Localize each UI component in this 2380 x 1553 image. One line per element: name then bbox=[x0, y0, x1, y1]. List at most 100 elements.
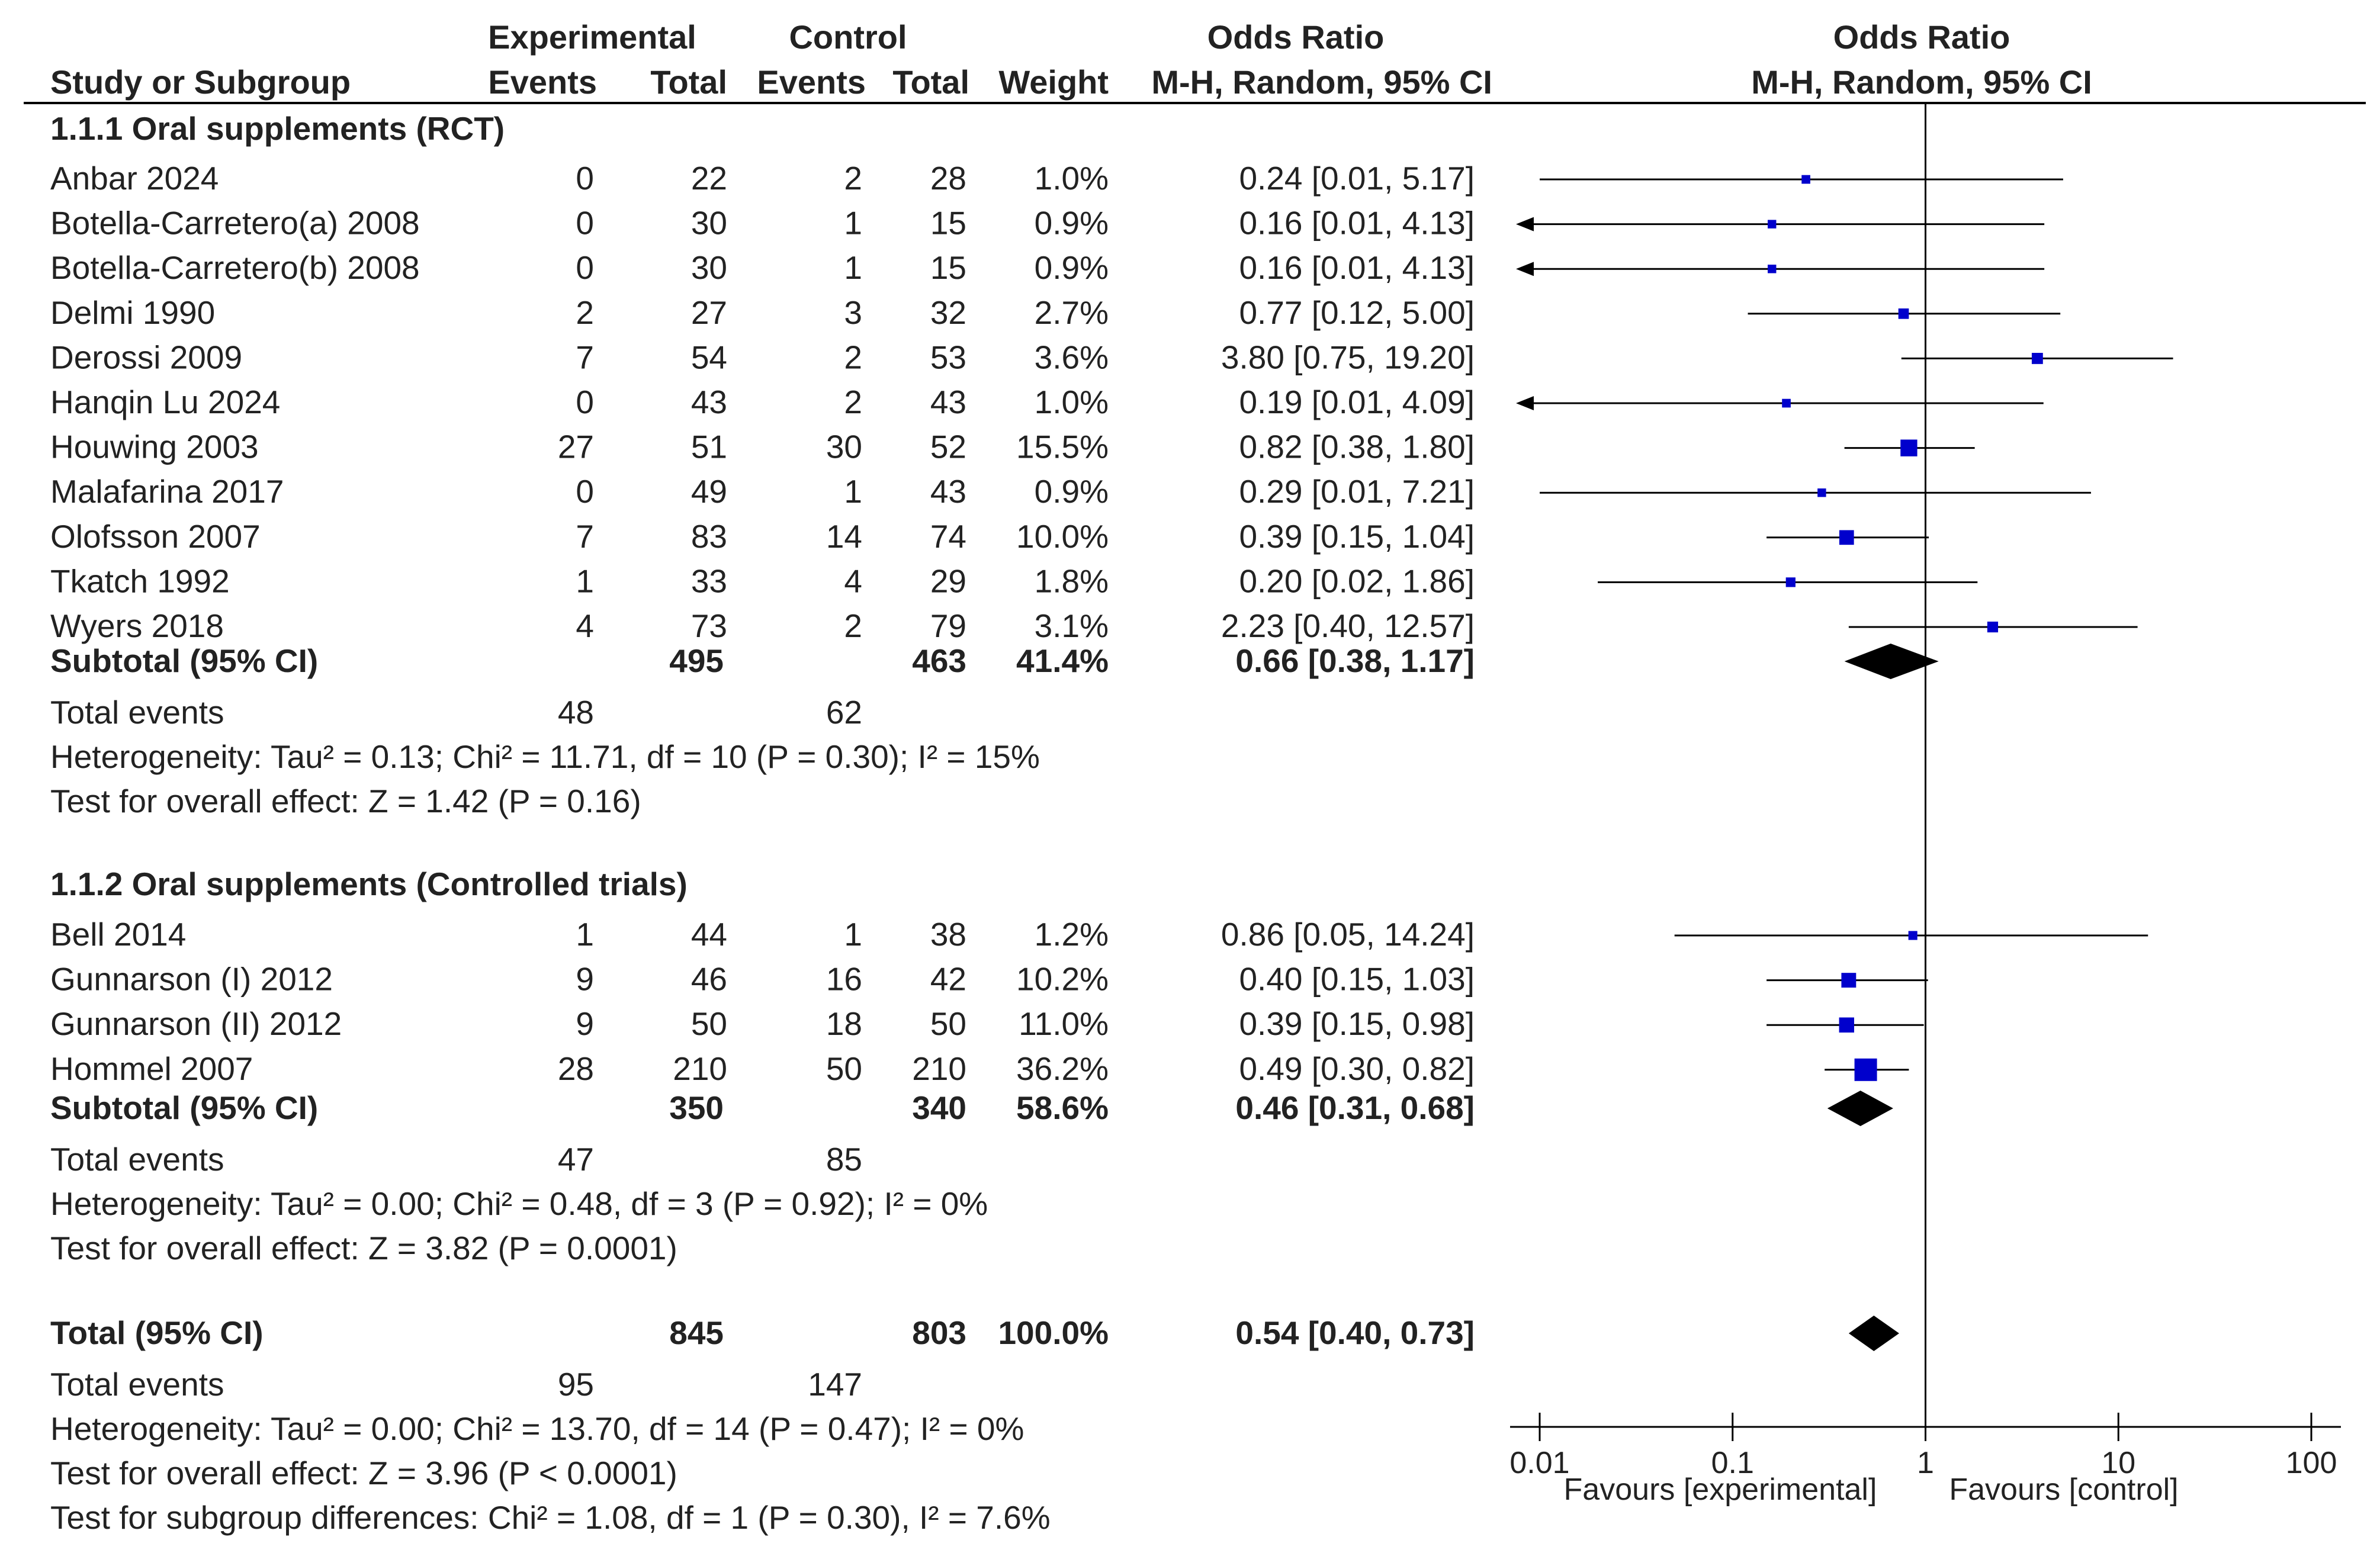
study-events-ctl: 4 bbox=[844, 562, 862, 599]
ci-arrow bbox=[1516, 396, 1534, 410]
point-estimate bbox=[1817, 488, 1826, 497]
study-weight: 1.8% bbox=[1035, 562, 1109, 599]
study-events-ctl: 30 bbox=[826, 429, 862, 465]
study-name: Gunnarson (I) 2012 bbox=[50, 961, 333, 998]
plot-layer: 0.01 0.1 1 10 100 bbox=[1509, 103, 2341, 1480]
study-ci: 0.40 [0.15, 1.03] bbox=[1239, 961, 1475, 998]
overall-diamond bbox=[1848, 1316, 1899, 1351]
header-odds-ratio-col: Odds Ratio bbox=[1207, 18, 1385, 56]
heterogeneity-text: Heterogeneity: Tau² = 0.13; Chi² = 11.71… bbox=[50, 738, 1040, 775]
x-axis-tick-label: 0.01 bbox=[1509, 1446, 1569, 1480]
study-total-exp: 54 bbox=[691, 339, 727, 375]
study-total-ctl: 52 bbox=[930, 429, 966, 465]
study-total-ctl: 29 bbox=[930, 562, 966, 599]
study-name: Bell 2014 bbox=[50, 916, 186, 953]
point-estimate bbox=[1839, 530, 1854, 545]
subtotal-total-exp: 350 bbox=[669, 1089, 724, 1126]
study-total-exp: 73 bbox=[691, 607, 727, 644]
study-total-ctl: 42 bbox=[930, 961, 966, 998]
study-events-exp: 0 bbox=[576, 473, 594, 510]
study-events-exp: 9 bbox=[576, 961, 594, 998]
subtotal-total-ctl: 340 bbox=[912, 1089, 966, 1126]
study-ci: 0.16 [0.01, 4.13] bbox=[1239, 205, 1475, 242]
total-events-ctl: 85 bbox=[826, 1141, 862, 1178]
study-weight: 36.2% bbox=[1016, 1050, 1109, 1087]
study-events-ctl: 2 bbox=[844, 160, 862, 197]
study-events-ctl: 1 bbox=[844, 205, 862, 242]
overall-total-ctl: 803 bbox=[912, 1314, 966, 1351]
study-ci: 0.20 [0.02, 1.86] bbox=[1239, 562, 1475, 599]
study-ci: 0.82 [0.38, 1.80] bbox=[1239, 429, 1475, 465]
study-total-exp: 83 bbox=[691, 518, 727, 555]
study-events-exp: 9 bbox=[576, 1005, 594, 1042]
study-total-exp: 46 bbox=[691, 961, 727, 998]
point-estimate bbox=[1768, 220, 1777, 229]
study-name: Gunnarson (II) 2012 bbox=[50, 1005, 342, 1042]
point-estimate bbox=[1785, 577, 1796, 587]
ci-arrow bbox=[1516, 262, 1534, 276]
overall-effect: Test for overall effect: Z = 3.96 (P < 0… bbox=[50, 1455, 677, 1491]
study-total-exp: 30 bbox=[691, 205, 727, 242]
study-name: Malafarina 2017 bbox=[50, 473, 284, 510]
study-events-exp: 7 bbox=[576, 518, 594, 555]
study-total-ctl: 79 bbox=[930, 607, 966, 644]
header-events-ctl: Events bbox=[757, 63, 866, 101]
study-events-ctl: 16 bbox=[826, 961, 862, 998]
subtotal-diamond bbox=[1844, 644, 1939, 679]
total-events-label: Total events bbox=[50, 1141, 224, 1178]
study-total-exp: 27 bbox=[691, 294, 727, 331]
study-weight: 1.2% bbox=[1035, 916, 1109, 953]
study-ci: 0.77 [0.12, 5.00] bbox=[1239, 294, 1475, 331]
study-total-exp: 43 bbox=[691, 384, 727, 420]
study-total-ctl: 38 bbox=[930, 916, 966, 953]
study-total-exp: 51 bbox=[691, 429, 727, 465]
study-ci: 0.39 [0.15, 0.98] bbox=[1239, 1005, 1475, 1042]
study-total-exp: 30 bbox=[691, 249, 727, 286]
subtotal-label: Subtotal (95% CI) bbox=[50, 1089, 318, 1126]
study-total-ctl: 53 bbox=[930, 339, 966, 375]
overall-total-label: Total (95% CI) bbox=[50, 1314, 264, 1351]
study-weight: 15.5% bbox=[1016, 429, 1109, 465]
point-estimate bbox=[1987, 621, 1999, 633]
total-events-ctl: 62 bbox=[826, 694, 862, 731]
study-name: Wyers 2018 bbox=[50, 607, 224, 644]
study-ci: 2.23 [0.40, 12.57] bbox=[1221, 607, 1475, 644]
study-name: Hanqin Lu 2024 bbox=[50, 384, 280, 420]
subtotal-ci: 0.46 [0.31, 0.68] bbox=[1235, 1089, 1475, 1126]
overall-total-exp: 845 bbox=[669, 1314, 724, 1351]
header-method-col: M-H, Random, 95% CI bbox=[1151, 63, 1492, 101]
study-weight: 11.0% bbox=[1019, 1005, 1109, 1042]
header-events-exp: Events bbox=[488, 63, 597, 101]
subgroup-differences: Test for subgroup differences: Chi² = 1.… bbox=[50, 1499, 1051, 1536]
study-name: Botella-Carretero(a) 2008 bbox=[50, 205, 420, 242]
header-total-exp: Total bbox=[650, 63, 727, 101]
study-events-ctl: 50 bbox=[826, 1050, 862, 1087]
total-events-exp: 48 bbox=[558, 694, 594, 731]
overall-effect-text: Test for overall effect: Z = 1.42 (P = 0… bbox=[50, 783, 641, 819]
subtotal-weight: 58.6% bbox=[1016, 1089, 1109, 1126]
overall-total-events-ctl: 147 bbox=[808, 1366, 862, 1403]
favours-experimental-label: Favours [experimental] bbox=[1564, 1472, 1877, 1507]
subtotal-label: Subtotal (95% CI) bbox=[50, 642, 318, 679]
study-name: Olofsson 2007 bbox=[50, 518, 261, 555]
point-estimate bbox=[1782, 398, 1791, 408]
study-events-ctl: 1 bbox=[844, 249, 862, 286]
study-events-ctl: 3 bbox=[844, 294, 862, 331]
study-total-ctl: 15 bbox=[930, 249, 966, 286]
x-axis-tick-label: 10 bbox=[2101, 1446, 2135, 1480]
study-rows: Anbar 2024 0 22 2 28 1.0% 0.24 [0.01, 5.17]Bot… bbox=[50, 160, 1475, 1087]
subtotal-ci: 0.66 [0.38, 1.17] bbox=[1235, 642, 1475, 679]
study-name: Derossi 2009 bbox=[50, 339, 242, 375]
study-ci: 0.39 [0.15, 1.04] bbox=[1239, 518, 1475, 555]
study-events-exp: 0 bbox=[576, 384, 594, 420]
total-events-exp: 47 bbox=[558, 1141, 594, 1178]
study-ci: 3.80 [0.75, 19.20] bbox=[1221, 339, 1475, 375]
study-weight: 3.1% bbox=[1035, 607, 1109, 644]
study-events-exp: 1 bbox=[576, 916, 594, 953]
study-name: Tkatch 1992 bbox=[50, 562, 230, 599]
study-ci: 0.49 [0.30, 0.82] bbox=[1239, 1050, 1475, 1087]
header-experimental: Experimental bbox=[488, 18, 696, 56]
subtotal-total-ctl: 463 bbox=[912, 642, 966, 679]
point-estimate bbox=[2031, 352, 2043, 364]
